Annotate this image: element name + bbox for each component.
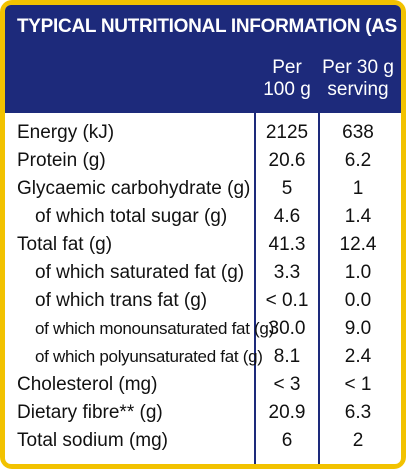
row-value-per-100g: < 0.1 <box>265 290 309 311</box>
table-row: of which saturated fat (g) 3.3 1.0 <box>5 259 401 287</box>
table-row: Glycaemic carbohydrate (g) 5 1 <box>5 175 401 203</box>
table-row: Dietary fibre** (g) 20.9 6.3 <box>5 399 401 427</box>
row-label: Energy (kJ) <box>17 122 115 143</box>
row-label: Total sodium (mg) <box>17 430 168 451</box>
row-value-per-serving: 6.3 <box>344 402 372 423</box>
row-label: of which trans fat (g) <box>35 290 208 311</box>
row-value-per-serving: 6.2 <box>344 150 372 171</box>
table-row: Total fat (g) 41.3 12.4 <box>5 231 401 259</box>
table-row: of which monounsaturated fat (g) 30.0 9.… <box>5 315 401 343</box>
row-value-per-100g: 6 <box>281 430 293 451</box>
row-value-per-100g: 3.3 <box>273 262 301 283</box>
column-header-per-serving-line1: Per 30 g <box>322 57 394 78</box>
table-row: Energy (kJ) 2125 638 <box>5 119 401 147</box>
row-value-per-100g: 30.0 <box>268 318 306 339</box>
row-value-per-serving: 12.4 <box>339 234 377 255</box>
row-label: of which monounsaturated fat (g) <box>35 319 274 338</box>
column-divider-2 <box>318 49 320 464</box>
column-divider-1 <box>254 49 256 464</box>
row-label: Glycaemic carbohydrate (g) <box>17 178 251 199</box>
row-label: of which polyunsaturated fat (g) <box>35 347 263 366</box>
row-value-per-serving: 2.4 <box>344 346 372 367</box>
table-row: Total sodium (mg) 6 2 <box>5 427 401 455</box>
row-value-per-serving: 638 <box>342 122 374 143</box>
column-header-bar: Per 100 g Per 30 g serving <box>5 49 401 113</box>
row-value-per-serving: < 1 <box>344 374 372 395</box>
row-label: Protein (g) <box>17 150 106 171</box>
row-label: of which total sugar (g) <box>35 206 228 227</box>
row-value-per-serving: 9.0 <box>344 318 372 339</box>
row-value-per-serving: 0.0 <box>344 290 372 311</box>
table-row: of which total sugar (g) 4.6 1.4 <box>5 203 401 231</box>
row-value-per-100g: 41.3 <box>268 234 306 255</box>
row-label: Dietary fibre** (g) <box>17 402 163 423</box>
table-row: of which trans fat (g) < 0.1 0.0 <box>5 287 401 315</box>
table-row: Cholesterol (mg) < 3 < 1 <box>5 371 401 399</box>
row-value-per-serving: 2 <box>352 430 364 451</box>
row-value-per-100g: < 3 <box>273 374 301 395</box>
row-value-per-100g: 20.6 <box>268 150 306 171</box>
row-value-per-100g: 2125 <box>265 122 309 143</box>
table-row: Protein (g) 20.6 6.2 <box>5 147 401 175</box>
column-header-per-serving: Per 30 g serving <box>319 57 397 101</box>
row-value-per-serving: 1.4 <box>344 206 372 227</box>
row-value-per-100g: 5 <box>281 178 293 199</box>
column-header-per-serving-line2: serving <box>327 79 389 100</box>
row-value-per-100g: 4.6 <box>273 206 301 227</box>
row-value-per-100g: 8.1 <box>273 346 301 367</box>
row-value-per-serving: 1 <box>352 178 364 199</box>
row-label: of which saturated fat (g) <box>35 262 245 283</box>
table-title: TYPICAL NUTRITIONAL INFORMATION (AS PACK… <box>5 5 401 49</box>
table-row: of which polyunsaturated fat (g) 8.1 2.4 <box>5 343 401 371</box>
column-header-per-100g-line2: 100 g <box>263 79 311 100</box>
row-value-per-100g: 20.9 <box>268 402 306 423</box>
nutrition-table: TYPICAL NUTRITIONAL INFORMATION (AS PACK… <box>5 5 401 464</box>
row-value-per-serving: 1.0 <box>344 262 372 283</box>
row-label: Cholesterol (mg) <box>17 374 158 395</box>
column-header-per-100g: Per 100 g <box>255 57 319 101</box>
column-header-per-100g-line1: Per <box>272 57 302 78</box>
row-label: Total fat (g) <box>17 234 113 255</box>
